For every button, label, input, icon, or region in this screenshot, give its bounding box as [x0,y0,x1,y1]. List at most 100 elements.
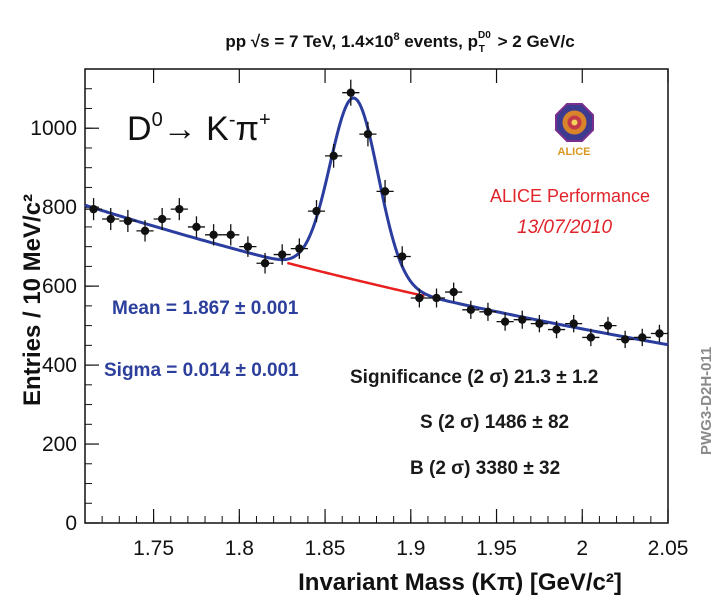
title-post2: > 2 GeV/c [493,32,575,51]
data-point [136,220,154,242]
data-point [427,288,446,308]
data-point [462,300,480,319]
background-fit-line [287,261,425,298]
signal-label: S (2 σ) 1486 ± 82 [420,412,569,433]
data-marker [277,250,287,259]
data-point [376,179,394,203]
data-point [325,144,343,168]
data-point [102,207,120,231]
y-tick-labels: 0 200 400 600 800 1000 [30,117,77,535]
data-marker [535,319,544,328]
y-axis-title: Entries / 10 MeV/c² [19,194,46,406]
chart-title: pp √s = 7 TeV, 1.4×108 events, pD0 T > 2 … [225,30,574,55]
y-tick-label: 400 [42,354,77,377]
data-marker [569,319,578,328]
data-point [342,79,360,106]
y-tick-label: 200 [42,433,77,456]
figure-id: PWG3-D2H-011 [698,347,715,455]
data-point [547,320,566,339]
performance-label: ALICE Performance [490,186,650,206]
data-marker [483,307,493,316]
title-exp: 8 [393,31,399,43]
data-marker [552,325,561,334]
data-point [273,244,291,265]
title-sub: T [479,44,485,55]
sigma-label: Sigma = 0.014 ± 0.001 [104,360,299,381]
data-marker [518,315,527,324]
data-point [633,328,651,347]
data-point [599,316,617,335]
x-tick-labels: 1.75 1.8 1.85 1.9 1.95 2 2.05 [133,537,688,560]
data-point [582,328,600,347]
data-point [187,216,206,238]
data-marker [89,204,98,214]
y-tick-label: 600 [42,275,77,298]
decay-label: D0→ K-π+ [127,109,271,148]
data-marker [243,242,253,251]
data-marker [175,204,184,214]
data-point [205,224,223,246]
data-marker [209,230,218,240]
data-point [359,121,377,147]
x-tick-label: 1.9 [396,537,425,560]
data-point [170,198,188,221]
x-axis-title: Invariant Mass (Kπ) [GeV/c²] [298,569,622,596]
x-tick-label: 1.95 [476,537,517,560]
data-point [650,324,668,343]
data-point [496,312,514,331]
mean-label: Mean = 1.867 ± 0.001 [112,298,299,319]
data-marker [295,244,304,253]
alice-logo: ALICE [555,103,594,158]
title-mid: = 7 TeV, 1.4×10 [270,32,394,51]
data-point [222,224,240,246]
data-marker [312,206,321,216]
x-tick-label: 2.05 [648,537,689,560]
data-point [410,288,428,308]
data-point [119,209,137,233]
data-marker [260,259,270,268]
data-marker [363,129,373,139]
data-point [153,207,171,231]
data-point [616,330,634,349]
data-marker [638,333,647,342]
data-marker [586,333,596,342]
data-marker [449,287,458,297]
data-point [479,302,497,321]
axis-ticks [84,68,669,524]
data-point [393,246,411,267]
data-marker [432,293,441,303]
data-marker [329,151,338,161]
data-marker [380,187,390,196]
data-marker [398,252,407,261]
data-marker [620,335,630,344]
title-pre: pp [225,32,251,51]
svg-text:ALICE: ALICE [558,146,591,158]
data-marker [226,230,235,240]
data-marker [106,214,115,224]
x-tick-label: 1.8 [225,537,254,560]
data-point [445,282,463,302]
data-marker [655,329,664,338]
title-sup: D0 [478,30,491,41]
data-point [513,310,531,329]
y-tick-label: 0 [65,512,77,535]
x-tick-label: 2 [576,537,588,560]
y-tick-label: 1000 [30,117,77,140]
data-point [530,314,548,333]
data-point [290,238,308,259]
data-point [239,236,257,257]
performance-date: 13/07/2010 [517,217,613,238]
data-marker [140,226,150,236]
data-point [307,200,326,223]
data-point [85,198,103,221]
y-tick-label: 800 [42,196,77,219]
data-marker [466,305,476,315]
data-point [565,314,583,333]
data-marker [500,317,510,326]
significance-label: Significance (2 σ) 21.3 ± 1.2 [350,367,598,388]
x-tick-label: 1.85 [305,537,346,560]
data-marker [157,214,167,224]
data-marker [123,216,133,226]
data-points [85,79,668,349]
